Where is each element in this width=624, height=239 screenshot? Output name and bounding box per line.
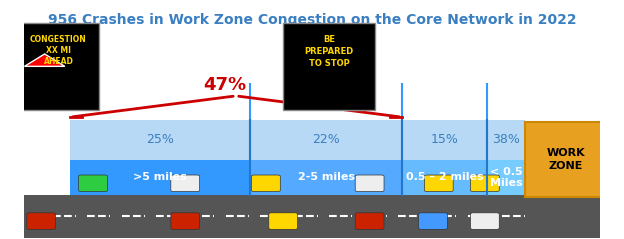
FancyBboxPatch shape <box>79 175 107 191</box>
Text: WORK
ZONE: WORK ZONE <box>546 148 585 171</box>
FancyBboxPatch shape <box>250 120 402 160</box>
FancyBboxPatch shape <box>18 23 99 110</box>
Text: 956 Crashes in Work Zone Congestion on the Core Network in 2022: 956 Crashes in Work Zone Congestion on t… <box>47 13 577 27</box>
FancyBboxPatch shape <box>171 213 200 229</box>
FancyBboxPatch shape <box>171 175 200 191</box>
Text: < 0.5
Miles: < 0.5 Miles <box>490 167 522 188</box>
Text: 38%: 38% <box>492 133 520 146</box>
FancyBboxPatch shape <box>70 120 250 160</box>
Text: 47%: 47% <box>203 76 246 93</box>
FancyBboxPatch shape <box>419 213 447 229</box>
FancyBboxPatch shape <box>525 122 606 197</box>
Text: 0.5 – 2 miles: 0.5 – 2 miles <box>406 172 484 182</box>
FancyBboxPatch shape <box>269 213 298 229</box>
Text: 25%: 25% <box>146 133 174 146</box>
Polygon shape <box>24 54 65 66</box>
Text: 22%: 22% <box>312 133 340 146</box>
Text: CONGESTION
XX MI
AHEAD: CONGESTION XX MI AHEAD <box>30 35 87 66</box>
FancyBboxPatch shape <box>250 160 402 195</box>
FancyBboxPatch shape <box>487 120 525 160</box>
Text: 2-5 miles: 2-5 miles <box>298 172 354 182</box>
FancyBboxPatch shape <box>470 175 499 191</box>
FancyBboxPatch shape <box>24 195 600 238</box>
FancyBboxPatch shape <box>283 23 376 110</box>
FancyBboxPatch shape <box>470 213 499 229</box>
Text: BE
PREPARED
TO STOP: BE PREPARED TO STOP <box>305 35 354 68</box>
FancyBboxPatch shape <box>27 213 56 229</box>
Text: 15%: 15% <box>431 133 459 146</box>
FancyBboxPatch shape <box>355 175 384 191</box>
FancyBboxPatch shape <box>487 160 525 195</box>
FancyBboxPatch shape <box>355 213 384 229</box>
Text: >5 miles: >5 miles <box>133 172 187 182</box>
FancyBboxPatch shape <box>424 175 453 191</box>
FancyBboxPatch shape <box>402 160 487 195</box>
FancyBboxPatch shape <box>251 175 280 191</box>
FancyBboxPatch shape <box>402 120 487 160</box>
FancyBboxPatch shape <box>70 160 250 195</box>
